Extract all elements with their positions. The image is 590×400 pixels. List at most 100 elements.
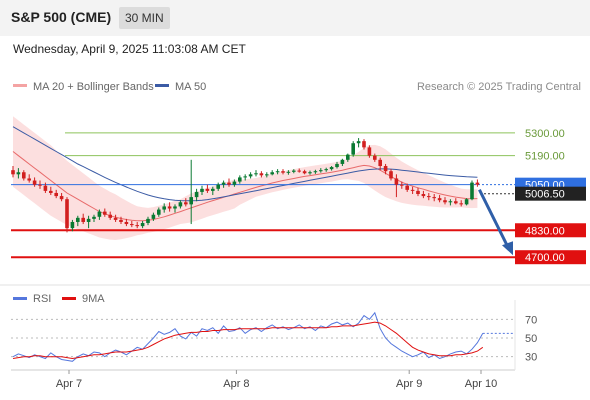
candle-body [454,201,458,204]
candle-body [205,188,210,191]
rsi-legend-swatch [13,297,27,300]
bollinger-band-area [13,116,478,240]
support-tag [515,223,586,238]
candle-body [103,211,107,215]
candle-body [54,192,58,197]
candle-body [340,159,345,164]
candle-body [11,170,15,175]
rsi-ma-line [12,321,484,360]
candle-body [259,173,264,176]
candle-body [383,166,388,172]
chart-header: S&P 500 (CME) 30 MIN [0,0,590,36]
candle-body [275,171,280,173]
forecast-arrow [478,189,513,256]
candle-body [329,167,334,170]
rsi-tick-label: 70 [525,314,537,326]
last-price-tag [515,186,586,201]
candle-body [140,223,145,227]
candle-body [113,217,118,220]
candle-body [211,188,215,191]
candle-body [394,178,399,185]
candle-body [400,184,404,186]
instrument-title: S&P 500 (CME) [11,9,112,25]
rsi-tick-label: 30 [525,352,537,364]
x-tick-label: Apr 7 [56,378,82,390]
x-tick-label: Apr 10 [465,378,497,390]
candle-body [70,221,75,229]
candle-body [97,211,102,217]
candle-body [216,184,220,189]
support-label: 4700.00 [525,252,565,264]
candle-body [243,176,247,178]
candle-body [108,214,112,218]
candle-body [43,185,48,191]
candle-body [119,219,123,222]
datetime-label: Wednesday, April 9, 2025 11:03:08 AM CET [13,42,246,56]
candle-body [81,217,85,222]
candle-body [189,197,193,205]
candle-body [227,182,231,185]
candle-body [362,141,366,148]
candle-body [151,214,156,219]
candle-body [59,196,64,200]
candle-body [130,224,134,226]
candle-body [221,182,226,185]
candle-body [184,202,188,205]
candle-body [27,178,31,181]
candle-body [389,171,393,179]
candle-body [373,155,377,160]
candle-body [270,172,274,175]
candle-body [200,188,204,192]
candle-body [459,203,463,205]
rsi-tick-label: 50 [525,333,537,345]
ma20-line [12,151,478,222]
candle-body [254,173,258,175]
candle-body [16,172,21,175]
candle-body [443,200,447,203]
candle-body [378,159,382,167]
candle-body [356,141,361,144]
forecast-arrow-head [502,241,513,256]
interval-button[interactable]: 30 MIN [119,7,170,29]
candle-body [367,147,372,156]
candle-body [308,172,312,174]
candle-body [65,199,69,229]
candle-body [248,174,253,177]
candle-body [416,190,420,194]
resistance-label: 5300.00 [525,128,565,140]
support-label: 4830.00 [525,225,565,237]
support-tag [515,250,586,265]
candle-body [178,202,183,207]
ma50-line-group [12,126,478,202]
rsi-legend-label: RSI [33,293,51,305]
candle-body [32,180,37,185]
resistance-label: 5190.00 [525,151,565,163]
candle-body [324,169,328,171]
x-tick-label: Apr 8 [223,378,249,390]
candle-body [238,177,242,182]
candle-body [470,182,474,200]
candle-body [405,185,409,190]
candle-body [173,206,177,209]
candles [11,138,480,233]
candle-body [302,171,307,174]
candle-body [86,218,91,222]
ma20-legend-label: MA 20 + Bollinger Bands [33,81,154,93]
candle-body [319,170,323,172]
credit-label: Research © 2025 Trading Central [417,81,581,93]
candle-body [432,197,436,199]
candle-body [157,209,161,215]
rsi-line [12,311,484,362]
candle-body [232,181,237,185]
candle-body [38,184,42,186]
ma20-legend-swatch [13,84,27,87]
rsi-ma-legend-label: 9MA [82,293,105,305]
candle-body [346,154,350,160]
candle-body [286,171,291,173]
candle-body [146,218,150,224]
candle-body [427,196,431,198]
candle-body [448,201,453,203]
candle-body [313,171,318,173]
price-level-labels: 5300.005190.005050.004830.004700.005006.… [515,128,586,265]
